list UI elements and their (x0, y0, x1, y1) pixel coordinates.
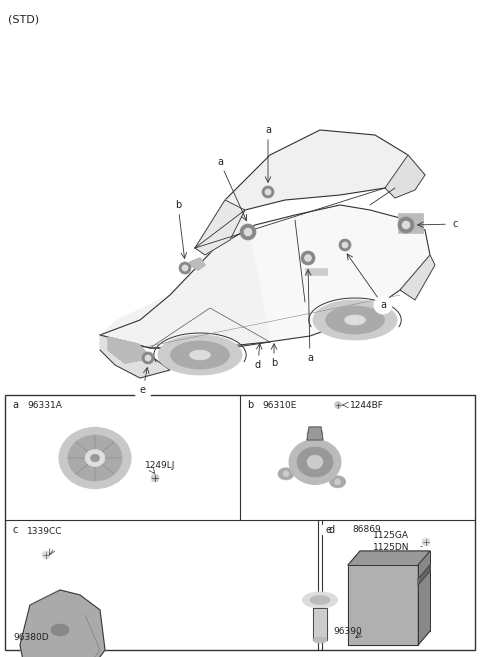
Ellipse shape (51, 624, 69, 636)
Circle shape (151, 474, 159, 482)
Ellipse shape (313, 300, 397, 340)
Circle shape (325, 523, 339, 537)
Circle shape (335, 479, 341, 485)
Polygon shape (348, 565, 418, 645)
Text: e: e (140, 385, 146, 395)
Text: 96390: 96390 (333, 627, 362, 637)
Text: c: c (12, 525, 18, 535)
Circle shape (42, 551, 50, 559)
Bar (305, 268, 327, 275)
Circle shape (265, 354, 283, 372)
Text: 1125DN: 1125DN (373, 543, 409, 551)
Circle shape (211, 153, 229, 171)
Ellipse shape (289, 440, 341, 484)
Text: 96310E: 96310E (262, 401, 296, 409)
Text: 96380D: 96380D (13, 633, 48, 643)
Circle shape (179, 262, 191, 274)
Text: b: b (271, 358, 277, 368)
Bar (398, 213, 423, 233)
Polygon shape (418, 565, 430, 585)
Ellipse shape (278, 468, 294, 480)
Text: 1339CC: 1339CC (27, 528, 62, 537)
Circle shape (422, 538, 430, 546)
Circle shape (301, 251, 315, 265)
Text: 96331A: 96331A (27, 401, 62, 409)
Circle shape (145, 355, 151, 361)
Ellipse shape (325, 306, 384, 334)
Circle shape (182, 265, 188, 271)
Ellipse shape (68, 435, 122, 481)
Circle shape (169, 196, 187, 214)
Circle shape (265, 189, 271, 194)
Polygon shape (108, 337, 152, 363)
Text: d: d (329, 525, 335, 535)
Circle shape (134, 381, 152, 399)
Ellipse shape (310, 595, 330, 604)
Text: a: a (12, 400, 18, 410)
Circle shape (446, 215, 464, 233)
Circle shape (374, 296, 392, 314)
Ellipse shape (170, 341, 229, 369)
Circle shape (339, 239, 351, 251)
Circle shape (259, 121, 277, 139)
Circle shape (8, 398, 22, 412)
Text: 1125GA: 1125GA (373, 532, 409, 541)
Ellipse shape (330, 476, 346, 487)
Ellipse shape (297, 447, 333, 477)
Text: a: a (265, 125, 271, 135)
Text: 86869: 86869 (353, 526, 382, 535)
Ellipse shape (85, 449, 105, 466)
Polygon shape (100, 335, 170, 378)
Text: (STD): (STD) (8, 14, 39, 24)
Circle shape (244, 229, 252, 236)
Ellipse shape (313, 637, 327, 643)
Text: c: c (452, 219, 458, 229)
Polygon shape (348, 551, 430, 565)
Polygon shape (100, 205, 430, 348)
Text: a: a (217, 157, 223, 167)
Polygon shape (307, 427, 323, 440)
Polygon shape (313, 608, 327, 640)
Circle shape (8, 523, 22, 537)
Ellipse shape (91, 454, 99, 462)
Ellipse shape (307, 455, 323, 469)
Polygon shape (195, 130, 425, 248)
Circle shape (305, 255, 311, 261)
Circle shape (262, 186, 274, 198)
Text: 1244BF: 1244BF (350, 401, 384, 409)
Circle shape (243, 398, 257, 412)
Text: e: e (325, 525, 331, 535)
Circle shape (335, 401, 341, 409)
Polygon shape (195, 200, 245, 255)
Text: d: d (255, 360, 261, 370)
Polygon shape (400, 255, 435, 300)
Circle shape (321, 523, 335, 537)
Text: b: b (247, 400, 253, 410)
Ellipse shape (190, 350, 211, 360)
Polygon shape (100, 210, 270, 348)
Circle shape (312, 431, 318, 437)
Ellipse shape (59, 428, 131, 489)
Circle shape (342, 242, 348, 248)
Polygon shape (385, 155, 425, 198)
Bar (5, 395, 475, 650)
Ellipse shape (307, 428, 323, 440)
Ellipse shape (345, 315, 365, 325)
Text: a: a (307, 353, 313, 363)
Circle shape (283, 471, 289, 477)
Circle shape (249, 356, 267, 374)
Circle shape (402, 221, 409, 229)
Ellipse shape (302, 592, 337, 608)
Circle shape (398, 217, 414, 233)
Polygon shape (190, 258, 205, 270)
Text: b: b (175, 200, 181, 210)
Polygon shape (418, 551, 430, 645)
Circle shape (142, 352, 154, 364)
Ellipse shape (158, 335, 242, 375)
Text: a: a (380, 300, 386, 310)
Circle shape (301, 349, 319, 367)
Circle shape (240, 224, 256, 240)
Polygon shape (20, 590, 105, 657)
Text: 1249LJ: 1249LJ (145, 461, 175, 470)
